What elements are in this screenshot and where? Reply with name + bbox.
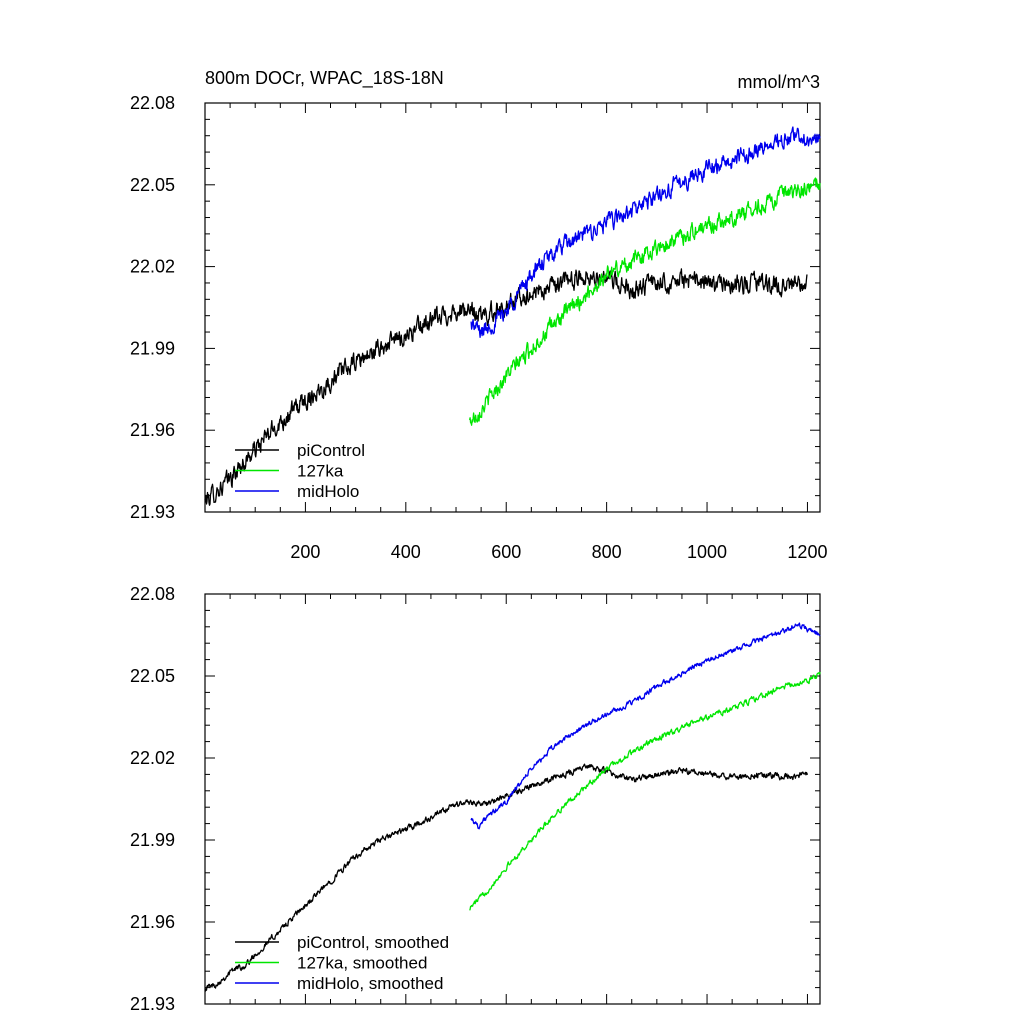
y-tick-label: 22.05	[130, 175, 175, 195]
series-line-127ka	[468, 177, 821, 426]
series-line-127ka-smoothed	[469, 671, 821, 911]
y-tick-label: 22.05	[130, 666, 175, 686]
x-tick-label: 1000	[687, 542, 727, 562]
legend-label-midholo-smoothed: midHolo, smoothed	[297, 974, 443, 993]
plot-frame	[204, 102, 821, 513]
x-tick-label: 200	[290, 542, 320, 562]
y-tick-label: 21.99	[130, 338, 175, 358]
panel-smoothed: 21.93 21.96 21.99 22.02 22.05 22.08 piControl,…	[130, 584, 821, 1014]
y-tick-label: 21.93	[130, 502, 175, 522]
units-label: mmol/m^3	[738, 72, 820, 92]
x-tick-label: 600	[491, 542, 521, 562]
legend-label-127ka: 127ka	[297, 462, 344, 481]
legend-label-127ka-smoothed: 127ka, smoothed	[297, 954, 427, 973]
legend-label-midholo: midHolo	[297, 482, 359, 501]
panel-raw: 21.93 21.96 21.99 22.02 22.05 22.08 200 400 600 8…	[130, 93, 828, 562]
plot-frame	[204, 593, 821, 1005]
y-tick-label: 22.08	[130, 584, 175, 604]
series-line-midholo	[470, 126, 821, 338]
y-tick-label: 21.96	[130, 420, 175, 440]
y-tick-label: 21.93	[130, 994, 175, 1014]
series-line-picontrol	[204, 268, 808, 506]
series-line-picontrol-smoothed	[204, 763, 809, 992]
y-tick-label: 21.96	[130, 912, 175, 932]
y-tick-label: 22.02	[130, 748, 175, 768]
series-line-midholo-smoothed	[470, 622, 821, 830]
figure-title: 800m DOCr, WPAC_18S-18N	[205, 68, 444, 89]
x-tick-label: 800	[592, 542, 622, 562]
y-tick-label: 21.99	[130, 830, 175, 850]
legend-label-picontrol-smoothed: piControl, smoothed	[297, 933, 449, 952]
y-tick-label: 22.02	[130, 257, 175, 277]
x-tick-label: 400	[391, 542, 421, 562]
x-tick-label: 1200	[787, 542, 827, 562]
legend-label-picontrol: piControl	[297, 441, 365, 460]
y-tick-label: 22.08	[130, 93, 175, 113]
